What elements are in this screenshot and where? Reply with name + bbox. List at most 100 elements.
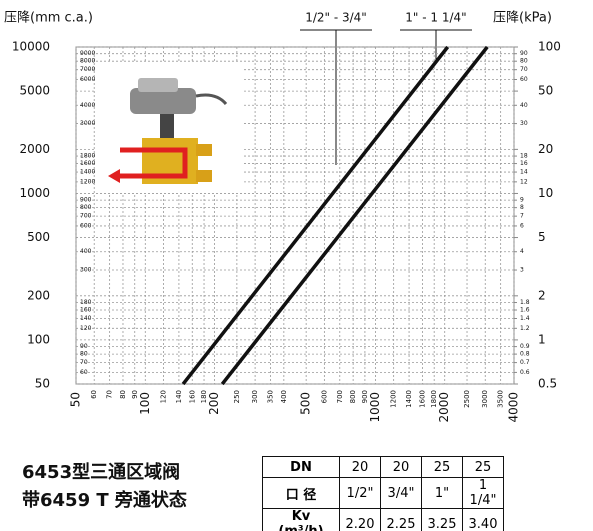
table-cell: 1 1/4": [462, 477, 504, 509]
y2-minor-tick-label: 40: [520, 102, 528, 109]
table-cell: 2.20: [339, 508, 381, 531]
caption: 带6459 T 旁通状态: [22, 490, 187, 511]
y-axis-label: 压降(mm c.a.): [4, 11, 93, 26]
x-tick-label: 200: [207, 392, 221, 415]
y2-minor-tick-label: 1.6: [520, 307, 530, 314]
y2-minor-tick-label: 1.8: [520, 299, 530, 306]
y-minor-tick-label: 80: [80, 351, 88, 358]
table-cell: 20: [380, 456, 422, 478]
valve-illustration: [96, 63, 242, 193]
y-minor-tick-label: 90: [80, 343, 88, 350]
y2-minor-tick-label: 12: [520, 178, 528, 185]
y-minor-tick-label: 180: [80, 299, 92, 306]
y2-minor-tick-label: 1.4: [520, 315, 530, 322]
x-minor-tick-label: 300: [251, 390, 259, 403]
x-minor-tick-label: 70: [106, 390, 114, 399]
y2-tick-label: 50: [538, 84, 553, 98]
table-cell: 20: [339, 456, 381, 478]
x-minor-tick-label: 120: [160, 390, 168, 403]
y-tick-label: 5000: [19, 84, 50, 98]
y2-tick-label: 0.5: [538, 377, 557, 391]
x-minor-tick-label: 1400: [405, 390, 413, 408]
y2-minor-tick-label: 18: [520, 153, 528, 160]
table-cell: 25: [462, 456, 504, 478]
x-minor-tick-label: 180: [200, 390, 208, 403]
annotation: 1/2" - 3/4": [305, 11, 367, 25]
y2-minor-tick-label: 9: [520, 197, 524, 204]
table-header-cell: DN: [262, 456, 340, 478]
y-minor-tick-label: 4000: [80, 102, 95, 109]
y-minor-tick-label: 3000: [80, 120, 95, 127]
x-minor-tick-label: 60: [90, 390, 98, 399]
x-minor-tick-label: 3000: [481, 390, 489, 408]
x-minor-tick-label: 250: [233, 390, 241, 403]
y2-minor-tick-label: 6: [520, 222, 524, 229]
y2-minor-tick-label: 0.9: [520, 343, 530, 350]
y-tick-label: 100: [27, 332, 50, 346]
y2-minor-tick-label: 7: [520, 213, 524, 220]
y-minor-tick-label: 600: [80, 222, 92, 229]
x-minor-tick-label: 2500: [463, 390, 471, 408]
y-minor-tick-label: 70: [80, 359, 88, 366]
table-cell: 3.25: [421, 508, 463, 531]
x-tick-label: 100: [138, 392, 152, 415]
x-minor-tick-label: 80: [119, 390, 127, 399]
x-minor-tick-label: 350: [267, 390, 275, 403]
y2-minor-tick-label: 0.6: [520, 369, 530, 376]
table-cell: 2.25: [380, 508, 422, 531]
y2-minor-tick-label: 90: [520, 50, 528, 57]
y-minor-tick-label: 9000: [80, 50, 95, 57]
y-tick-label: 50: [35, 377, 50, 391]
y-minor-tick-label: 6000: [80, 76, 95, 83]
y2-minor-tick-label: 0.7: [520, 359, 530, 366]
y-minor-tick-label: 700: [80, 213, 92, 220]
x-tick-label: 500: [299, 392, 313, 415]
y-minor-tick-label: 300: [80, 267, 92, 274]
y2-minor-tick-label: 80: [520, 58, 528, 65]
y2-tick-label: 1: [538, 332, 546, 346]
y2-minor-tick-label: 60: [520, 76, 528, 83]
caption: 6453型三通区域阀: [22, 462, 181, 483]
y2-tick-label: 20: [538, 142, 553, 156]
y-minor-tick-label: 1400: [80, 169, 95, 176]
y-tick-label: 2000: [19, 142, 50, 156]
x-minor-tick-label: 900: [361, 390, 369, 403]
y2-tick-label: 10: [538, 186, 553, 200]
table-header-cell: 口 径: [262, 477, 340, 509]
y2-axis-label: 压降(kPa): [493, 11, 552, 26]
y2-minor-tick-label: 16: [520, 160, 528, 167]
x-tick-label: 4000: [507, 392, 521, 423]
x-minor-tick-label: 800: [349, 390, 357, 403]
y-tick-label: 10000: [12, 40, 50, 54]
chart: 压降(mm c.a.) 压降(kPa) 1/2" - 3/4" 1" - 1 1…: [4, 11, 561, 423]
table-header-cell: Kv (m³/h): [262, 508, 340, 531]
x-minor-tick-label: 400: [280, 390, 288, 403]
y2-tick-label: 5: [538, 230, 546, 244]
flow-curve: [220, 45, 489, 386]
y-tick-label: 500: [27, 230, 50, 244]
y2-minor-tick-label: 1.2: [520, 325, 530, 332]
y-minor-tick-label: 120: [80, 325, 92, 332]
x-minor-tick-label: 3500: [497, 390, 505, 408]
y2-minor-tick-label: 14: [520, 169, 528, 176]
y2-minor-tick-label: 70: [520, 66, 528, 73]
x-minor-tick-label: 90: [131, 390, 139, 399]
y-minor-tick-label: 900: [80, 197, 92, 204]
table-cell: 1/2": [339, 477, 381, 509]
y-minor-tick-label: 7000: [80, 66, 95, 73]
x-tick-label: 1000: [368, 392, 382, 423]
y2-minor-tick-label: 8: [520, 204, 524, 211]
x-tick-label: 50: [69, 392, 83, 407]
table-cell: 1": [421, 477, 463, 509]
table-row: Kv (m³/h)2.202.253.253.40: [262, 508, 504, 531]
y-minor-tick-label: 1800: [80, 153, 95, 160]
y-minor-tick-label: 400: [80, 248, 92, 255]
x-minor-tick-label: 700: [336, 390, 344, 403]
table-row: DN 20 20 25 25: [262, 456, 504, 478]
x-minor-tick-label: 600: [320, 390, 328, 403]
x-minor-tick-label: 140: [175, 390, 183, 403]
y-tick-label: 200: [27, 288, 50, 302]
y2-minor-tick-label: 4: [520, 248, 524, 255]
